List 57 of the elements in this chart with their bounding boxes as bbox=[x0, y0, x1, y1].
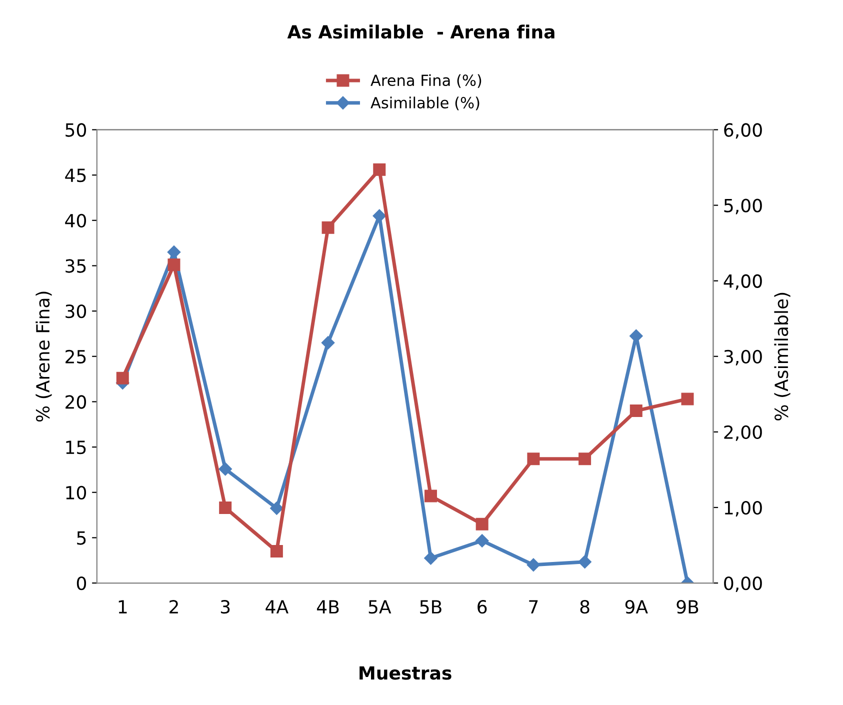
y-tick-label: 20 bbox=[66, 395, 86, 409]
point bbox=[424, 490, 437, 502]
y-tick-label: 15 bbox=[66, 440, 86, 454]
point bbox=[526, 558, 540, 572]
x-tick-label: 9A bbox=[625, 600, 648, 614]
point bbox=[578, 452, 592, 466]
point bbox=[630, 404, 642, 418]
point bbox=[681, 392, 694, 406]
y-tick-label: 40 bbox=[65, 214, 86, 228]
x-tick-label: 8 bbox=[580, 600, 590, 614]
y2-tick-label: 6,00 bbox=[724, 123, 762, 139]
y-axis-title: % (Arene Fina) bbox=[36, 292, 52, 422]
legend-label: Arena Fina (%) bbox=[370, 74, 482, 88]
x-tick-label: 6 bbox=[478, 600, 487, 614]
point bbox=[218, 462, 232, 476]
x-tick-label: 5B bbox=[420, 600, 442, 614]
x-tick-label: 9B bbox=[676, 600, 698, 614]
point bbox=[424, 552, 438, 565]
y2-axis-title: % (Asimilable) bbox=[774, 292, 790, 420]
x-tick-label: 2 bbox=[170, 600, 178, 614]
point bbox=[476, 518, 488, 530]
y-tick-label: 5 bbox=[77, 531, 86, 545]
point bbox=[270, 545, 283, 558]
point bbox=[116, 372, 129, 384]
x-tick-label: 4B bbox=[316, 600, 339, 614]
point bbox=[372, 209, 386, 222]
y-tick-label: 25 bbox=[66, 350, 86, 364]
x-tick-label: 1 bbox=[118, 600, 127, 614]
point bbox=[373, 163, 386, 176]
legend-label: Asimilable (%) bbox=[370, 96, 480, 110]
y2-tick-label: 4,00 bbox=[724, 274, 762, 290]
point bbox=[167, 246, 181, 259]
point bbox=[168, 258, 180, 272]
point bbox=[321, 336, 335, 350]
y2-tick-label: 5,00 bbox=[724, 198, 762, 214]
y-tick-label: 30 bbox=[66, 304, 86, 318]
y2-tick-label: 2,00 bbox=[724, 425, 762, 441]
x-tick-label: 3 bbox=[220, 600, 230, 614]
y2-tick-label: 0,00 bbox=[724, 576, 762, 592]
point bbox=[476, 534, 489, 548]
y-tick-label: 0 bbox=[76, 576, 86, 590]
y2-tick-label: 1,00 bbox=[724, 500, 762, 516]
x-tick-label: 7 bbox=[529, 600, 538, 614]
chart-title: As Asimilable - Arena fina bbox=[287, 24, 554, 39]
x-axis-title: Muestras bbox=[360, 666, 452, 680]
x-tick-label: 4A bbox=[266, 600, 288, 614]
point bbox=[578, 555, 592, 568]
x-tick-label: 5A bbox=[368, 600, 392, 614]
point bbox=[527, 452, 540, 466]
y-tick-label: 50 bbox=[66, 123, 86, 137]
point bbox=[322, 221, 334, 234]
point bbox=[270, 502, 284, 515]
y-tick-label: 35 bbox=[66, 259, 86, 273]
y-tick-label: 10 bbox=[66, 486, 86, 500]
y2-tick-label: 3,00 bbox=[724, 350, 762, 366]
y-tick-label: 45 bbox=[65, 168, 86, 182]
point bbox=[219, 502, 232, 514]
